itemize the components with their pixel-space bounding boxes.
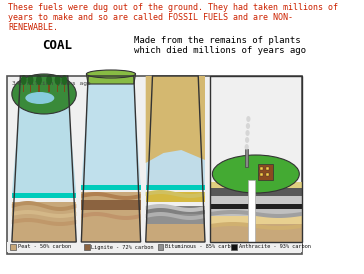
Ellipse shape xyxy=(46,75,52,85)
Text: which died millions of years ago: which died millions of years ago xyxy=(134,46,306,55)
Text: Made from the remains of plants: Made from the remains of plants xyxy=(134,36,300,45)
Bar xyxy=(248,180,255,242)
Polygon shape xyxy=(81,202,141,210)
Bar xyxy=(30,84,31,92)
Bar xyxy=(12,193,76,198)
Bar xyxy=(210,216,301,224)
Bar xyxy=(7,242,301,252)
Ellipse shape xyxy=(36,75,42,85)
Ellipse shape xyxy=(12,74,76,114)
Polygon shape xyxy=(81,84,141,185)
Bar xyxy=(210,204,301,209)
Bar xyxy=(210,196,301,204)
Ellipse shape xyxy=(245,144,249,150)
Ellipse shape xyxy=(86,70,135,78)
Bar xyxy=(81,200,141,210)
Text: Bituminous - 85% carbon: Bituminous - 85% carbon xyxy=(165,244,237,250)
Ellipse shape xyxy=(25,92,54,104)
Bar xyxy=(81,192,141,242)
Bar xyxy=(146,185,205,190)
Ellipse shape xyxy=(212,155,299,193)
Polygon shape xyxy=(12,218,76,226)
Bar xyxy=(245,149,248,167)
Polygon shape xyxy=(146,190,205,198)
Ellipse shape xyxy=(21,75,27,85)
Bar xyxy=(146,150,205,185)
Polygon shape xyxy=(146,76,205,163)
Text: Peat - 50% carbon: Peat - 50% carbon xyxy=(18,244,71,250)
Bar xyxy=(146,206,205,214)
Bar xyxy=(38,84,40,92)
Ellipse shape xyxy=(55,75,60,85)
Bar xyxy=(12,202,76,242)
Bar xyxy=(84,244,90,250)
Bar xyxy=(210,188,301,196)
Text: RENEWABLE.: RENEWABLE. xyxy=(8,23,59,32)
Bar xyxy=(260,167,263,170)
Ellipse shape xyxy=(245,130,250,136)
Polygon shape xyxy=(86,74,135,84)
Bar xyxy=(23,84,24,92)
Text: Anthracite - 93% carbon: Anthracite - 93% carbon xyxy=(239,244,311,250)
Bar xyxy=(64,84,65,92)
Ellipse shape xyxy=(245,137,249,143)
Bar xyxy=(10,244,16,250)
Bar xyxy=(210,209,301,216)
Bar xyxy=(146,192,205,202)
Polygon shape xyxy=(146,204,205,212)
Bar xyxy=(210,224,301,242)
Polygon shape xyxy=(12,96,76,193)
Ellipse shape xyxy=(28,75,33,85)
Bar xyxy=(81,185,141,190)
Ellipse shape xyxy=(62,75,67,85)
Bar xyxy=(266,173,269,176)
Text: These fuels were dug out of the ground. They had taken millions of: These fuels were dug out of the ground. … xyxy=(8,3,339,12)
Text: years to make and so are called FOSSIL FUELS and are NON-: years to make and so are called FOSSIL F… xyxy=(8,13,293,22)
Polygon shape xyxy=(12,210,76,218)
Bar xyxy=(258,164,273,180)
Bar xyxy=(231,244,237,250)
Bar xyxy=(48,84,50,92)
Polygon shape xyxy=(81,192,141,200)
Polygon shape xyxy=(146,212,205,220)
Bar xyxy=(266,167,269,170)
Polygon shape xyxy=(210,222,301,230)
Bar xyxy=(146,214,205,224)
Text: 345 million years ago: 345 million years ago xyxy=(12,81,91,86)
Bar xyxy=(146,222,205,242)
Polygon shape xyxy=(210,210,301,218)
Ellipse shape xyxy=(246,123,250,129)
Bar xyxy=(57,84,58,92)
Bar xyxy=(260,173,263,176)
Bar xyxy=(210,182,301,188)
Text: COAL: COAL xyxy=(42,39,72,52)
Ellipse shape xyxy=(246,116,250,122)
Bar xyxy=(7,76,301,254)
Bar xyxy=(158,244,163,250)
Polygon shape xyxy=(12,201,76,211)
Polygon shape xyxy=(81,212,141,220)
Text: Lignite - 72% carbon: Lignite - 72% carbon xyxy=(91,244,154,250)
